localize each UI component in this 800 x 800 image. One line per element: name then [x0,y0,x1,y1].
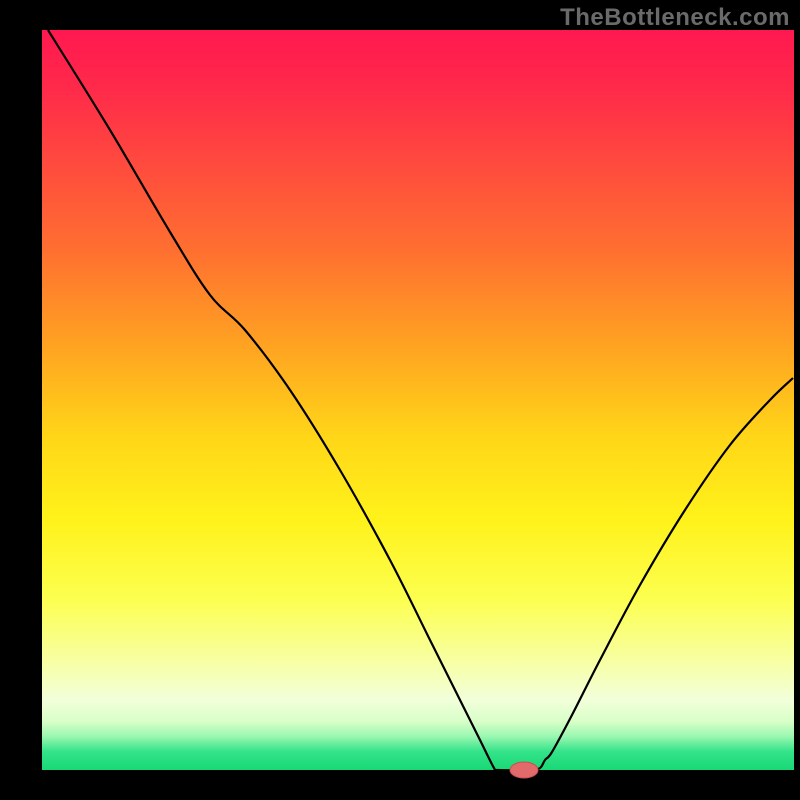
plot-background [42,30,794,770]
optimal-point-marker [510,762,538,778]
bottleneck-chart [0,0,800,800]
watermark-text: TheBottleneck.com [560,4,790,32]
chart-container: TheBottleneck.com [0,0,800,800]
